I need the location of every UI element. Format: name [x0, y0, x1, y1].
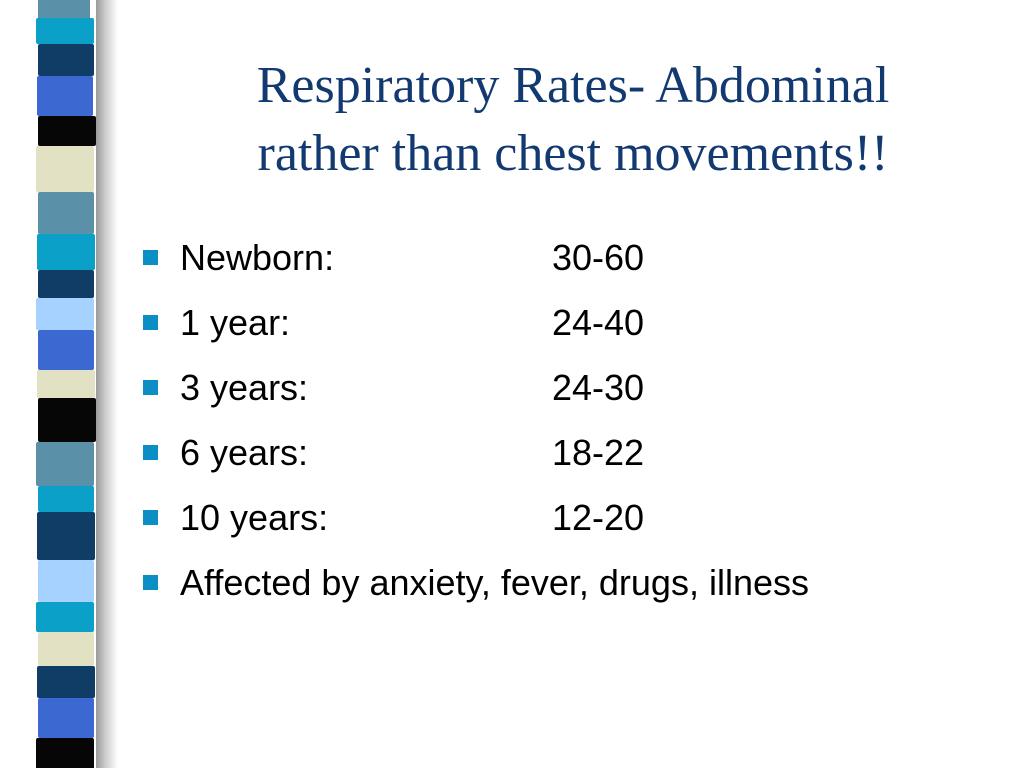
bullet-value: 24-40 — [552, 302, 645, 343]
stripe-segment — [38, 0, 90, 20]
stripe-shadow — [96, 0, 118, 768]
bullet-label: Affected by anxiety, fever, drugs, illne… — [180, 562, 809, 603]
stripe-segment — [37, 370, 95, 398]
stripe-segment — [36, 602, 94, 632]
bullet-item-10-years: 10 years: 12-20 — [143, 488, 1013, 553]
stripe-segment — [38, 116, 96, 146]
bullet-label: Newborn: — [180, 237, 335, 278]
stripe-segment — [37, 234, 95, 270]
square-bullet-icon — [143, 445, 158, 460]
bullet-label: 1 year: — [180, 302, 291, 343]
stripe-segment — [38, 632, 94, 666]
stripe-segment — [38, 44, 94, 76]
stripe-segment — [37, 76, 93, 116]
bullet-item-affected-by: Affected by anxiety, fever, drugs, illne… — [143, 553, 1013, 618]
decorative-stripe — [34, 0, 98, 768]
bullet-item-3-years: 3 years: 24-30 — [143, 358, 1013, 423]
bullet-value: 30-60 — [552, 237, 645, 278]
stripe-segment — [38, 486, 94, 512]
bullet-item-6-years: 6 years: 18-22 — [143, 423, 1013, 488]
stripe-segment — [38, 560, 94, 602]
bullet-value: 12-20 — [552, 497, 645, 538]
slide-title-line-2: rather than chest movements!! — [257, 125, 889, 182]
bullet-list: Newborn: 30-60 1 year: 24-40 3 years: 24… — [143, 228, 1013, 618]
stripe-segment — [36, 442, 94, 486]
stripe-segment — [37, 666, 95, 698]
bullet-item-newborn: Newborn: 30-60 — [143, 228, 1013, 293]
stripe-segment — [37, 512, 95, 560]
bullet-value: 24-30 — [552, 367, 645, 408]
slide-title-line-1: Respiratory Rates- Abdominal — [256, 57, 890, 114]
stripe-segment — [36, 298, 94, 330]
bullet-label: 6 years: — [180, 432, 309, 473]
bullet-label: 10 years: — [180, 497, 329, 538]
bullet-item-1-year: 1 year: 24-40 — [143, 293, 1013, 358]
stripe-segment — [38, 698, 94, 738]
square-bullet-icon — [143, 510, 158, 525]
square-bullet-icon — [143, 575, 158, 590]
stripe-segment — [38, 330, 94, 370]
square-bullet-icon — [143, 380, 158, 395]
stripe-segment — [36, 18, 94, 44]
bullet-value: 18-22 — [552, 432, 645, 473]
stripe-segment — [36, 146, 94, 192]
slide-title: Respiratory Rates- Abdominal rather than… — [148, 52, 998, 188]
square-bullet-icon — [143, 315, 158, 330]
stripe-segment — [38, 270, 94, 298]
stripe-segment — [38, 192, 94, 234]
stripe-segment — [36, 738, 94, 768]
bullet-label: 3 years: — [180, 367, 309, 408]
stripe-segment — [38, 398, 96, 442]
square-bullet-icon — [143, 250, 158, 265]
